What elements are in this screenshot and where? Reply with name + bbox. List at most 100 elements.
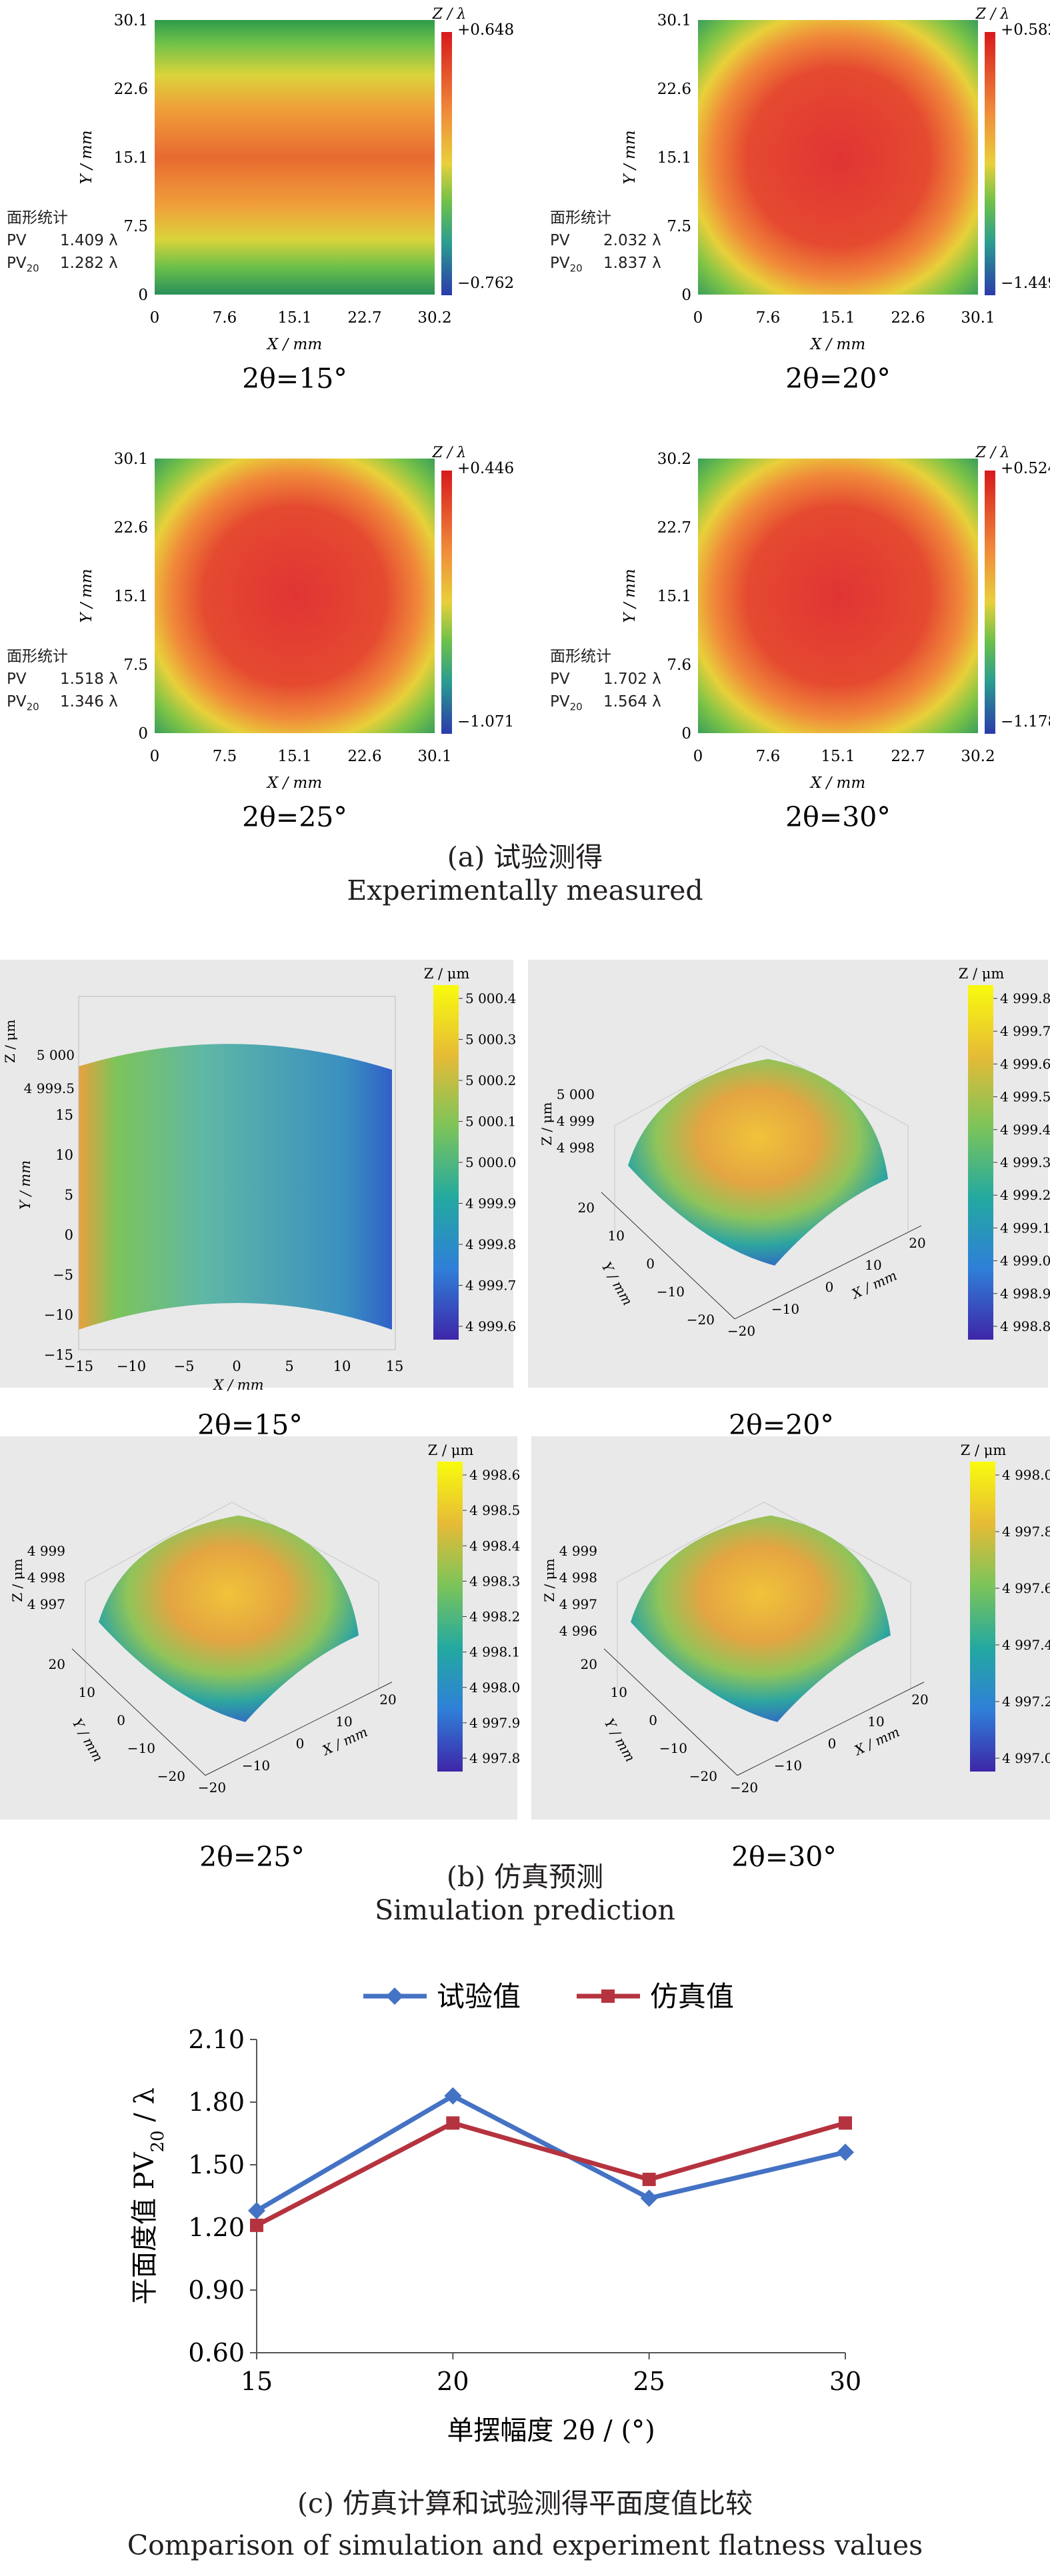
z-tick-label: 4 997 xyxy=(27,1596,65,1612)
y-tick-label: −5 xyxy=(53,1267,73,1283)
colorbar-tick-label: 4 999.2 xyxy=(1000,1187,1050,1203)
x-tick-label: 20 xyxy=(437,2367,469,2396)
surface xyxy=(631,1515,891,1722)
z-tick-label: 4 999 xyxy=(27,1543,65,1559)
y-tick-label: 30.1 xyxy=(114,12,148,29)
x-tick-label: −10 xyxy=(774,1758,802,1774)
y-tick-label: 0 xyxy=(646,1256,655,1272)
x-tick-label: 20 xyxy=(379,1692,396,1708)
caption-c-cn: (c) 仿真计算和试验测得平面度值比较 xyxy=(297,2487,753,2519)
colorbar-tick-label: 4 999.1 xyxy=(1000,1220,1050,1236)
colorbar-title: Z / λ xyxy=(975,6,1010,23)
stats-pv-value: 1.518 λ xyxy=(60,670,118,688)
x-axis-label: X / mm xyxy=(266,336,322,353)
x-tick-label: 15.1 xyxy=(821,748,855,765)
heatmap-surface xyxy=(698,459,978,733)
heatmap-panel: 0 7.6 15.1 22.7 30.2 0 7.6 15.1 22.7 30.2 X / mm Y … xyxy=(621,445,1050,833)
x-tick-label: 30.2 xyxy=(961,748,995,765)
colorbar xyxy=(441,471,452,734)
stats-pv-label: PV xyxy=(550,232,570,249)
colorbar-tick-label: 4 999.8 xyxy=(465,1236,516,1252)
stats-pv-label: PV xyxy=(7,670,27,688)
stats-pv-value: 1.409 λ xyxy=(60,232,118,249)
y-tick-label: 15 xyxy=(55,1107,73,1123)
surface-stats: 面形统计 PV 1.409 λ PV20 1.282 λ xyxy=(7,207,118,280)
z-tick-label: 5 000 xyxy=(37,1047,75,1063)
surface-stats: 面形统计 PV 2.032 λ PV20 1.837 λ xyxy=(550,207,661,280)
x-axis-label: 单摆幅度 2θ / (°) xyxy=(447,2415,655,2446)
heatmap-panel: 0 7.5 15.1 22.6 30.1 0 7.6 15.1 22.7 30.2 X / mm Y … xyxy=(78,6,514,395)
colorbar-tick-label: 4 999.6 xyxy=(465,1318,516,1334)
colorbar xyxy=(437,1462,463,1772)
panel-title: 2θ=30° xyxy=(731,1841,837,1873)
x-tick-label: 15.1 xyxy=(277,748,311,765)
surface xyxy=(99,1515,359,1722)
caption-a-en: Experimentally measured xyxy=(347,874,703,906)
legend-label: 试验值 xyxy=(437,1980,521,2013)
flatness-line-chart: 0.60 0.90 1.20 1.50 1.80 2.10 15 20 25 30 平面度值 PV2… xyxy=(129,1980,861,2446)
y-tick-label: 0 xyxy=(138,287,148,304)
stats-pv20-label: PV20 xyxy=(7,693,39,713)
x-tick-label: 15.1 xyxy=(821,309,855,327)
surface xyxy=(79,1044,392,1330)
y-tick-label: 7.5 xyxy=(667,218,691,235)
colorbar-tick-label: 4 997.2 xyxy=(1002,1694,1050,1710)
y-tick-label: 22.6 xyxy=(114,519,148,537)
y-tick-label: 5 xyxy=(65,1187,73,1203)
colorbar-tick-label: 4 999.7 xyxy=(1000,1023,1050,1039)
colorbar-tick-label: 5 000.2 xyxy=(465,1072,516,1088)
colorbar-tick-label: 4 998.8 xyxy=(1000,1318,1050,1334)
stats-title: 面形统计 xyxy=(7,209,68,227)
x-axis-label: X / mm xyxy=(809,336,865,353)
x-tick-label: 0 xyxy=(232,1358,241,1374)
stats-pv-row: PV 2.032 λ xyxy=(550,229,661,252)
colorbar-tick-label: 5 000.0 xyxy=(465,1154,516,1170)
colorbar-title: Z / μm xyxy=(428,1442,474,1458)
panel-title: 2θ=25° xyxy=(199,1841,305,1873)
y-axis-line xyxy=(71,1648,206,1776)
caption-c-en: Comparison of simulation and experiment … xyxy=(127,2529,923,2561)
legend-label: 仿真值 xyxy=(650,1980,734,2013)
stats-title: 面形统计 xyxy=(550,648,611,665)
x-tick-label: 30 xyxy=(829,2367,861,2396)
z-tick-label: 4 998 xyxy=(559,1570,597,1586)
y-tick-label: 0 xyxy=(138,725,148,742)
colorbar xyxy=(968,985,993,1340)
stats-pv20-row: PV20 1.282 λ xyxy=(7,252,118,280)
z-axis-label: Z / μm xyxy=(539,1102,555,1146)
colorbar-tick-label: 4 999.3 xyxy=(1000,1154,1050,1170)
y-tick-label: −20 xyxy=(687,1312,715,1328)
y-tick-label: −20 xyxy=(689,1768,717,1784)
y-tick-label: −10 xyxy=(44,1307,73,1323)
y-tick-label: 0.60 xyxy=(188,2338,245,2367)
x-tick-label: −15 xyxy=(64,1358,93,1374)
heatmap-panel: 0 7.5 15.1 22.6 30.1 0 7.5 15.1 22.6 30.1 X / mm Y … xyxy=(78,445,514,833)
simulation-panel: Z / μm 5 000.4 5 000.3 5 000.2 5 000.1 5 000.… xyxy=(0,960,516,1441)
x-axis-line xyxy=(737,1682,925,1776)
y-axis-label: Y / mm xyxy=(78,569,95,623)
panel-title: 2θ=30° xyxy=(785,801,891,833)
colorbar-max: +0.648 xyxy=(457,21,514,39)
x-tick-label: 0 xyxy=(825,1279,834,1295)
y-axis-label: Y / mm xyxy=(621,569,639,623)
colorbar-max: +0.582 xyxy=(1001,21,1050,39)
surface-stats: 面形统计 PV 1.702 λ PV20 1.564 λ xyxy=(550,645,661,718)
surface xyxy=(628,1058,888,1266)
y-tick-label: −15 xyxy=(44,1347,73,1363)
x-tick-label: 10 xyxy=(867,1714,884,1730)
stats-title: 面形统计 xyxy=(550,209,611,227)
colorbar-tick-label: 4 999.6 xyxy=(1000,1056,1050,1072)
x-tick-label: 22.7 xyxy=(347,309,381,327)
x-axis-label: X / mm xyxy=(212,1377,263,1393)
x-tick-label: −10 xyxy=(117,1358,146,1374)
y-tick-label: 0 xyxy=(681,725,691,742)
x-tick-label: 30.1 xyxy=(961,309,995,327)
colorbar-tick-label: 5 000.3 xyxy=(465,1032,516,1048)
z-tick-label: 4 999 xyxy=(557,1113,595,1129)
y-tick-label: 7.5 xyxy=(123,656,148,674)
colorbar-title: Z / λ xyxy=(975,445,1010,461)
x-axis-label: X / mm xyxy=(266,774,322,792)
stats-pv-row: PV 1.702 λ xyxy=(550,668,661,690)
y-tick-label: 30.2 xyxy=(657,451,691,468)
x-tick-label: −10 xyxy=(242,1758,270,1774)
